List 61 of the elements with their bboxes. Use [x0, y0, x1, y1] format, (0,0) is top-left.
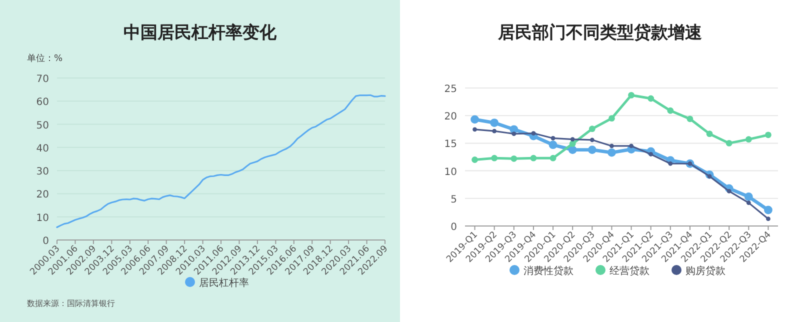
- point: [628, 92, 634, 98]
- point: [530, 154, 537, 162]
- point: [608, 148, 616, 157]
- y-tick-label: 15: [444, 139, 457, 150]
- legend-label: 消费性贷款: [524, 265, 574, 277]
- point: [706, 130, 713, 138]
- point: [648, 152, 654, 156]
- point: [568, 146, 577, 154]
- point: [667, 107, 674, 114]
- point: [744, 192, 753, 201]
- point: [648, 95, 654, 102]
- y-tick-label: 0: [450, 222, 457, 233]
- point: [686, 116, 694, 122]
- point: [726, 140, 732, 146]
- point: [765, 132, 772, 138]
- y-tick-label: 10: [36, 212, 49, 224]
- point: [550, 136, 556, 140]
- point: [726, 189, 732, 194]
- legend-label: 经营贷款: [610, 265, 650, 277]
- point: [472, 127, 477, 132]
- point: [548, 140, 558, 150]
- point: [491, 154, 498, 162]
- point: [510, 155, 518, 162]
- point: [588, 126, 596, 132]
- legend-label: 购房贷款: [686, 265, 726, 277]
- point: [531, 131, 536, 136]
- source-note: 数据来源：国际清算银行: [27, 299, 115, 308]
- point: [492, 128, 497, 134]
- chart-title: 中国居民杠杆率变化: [124, 23, 278, 43]
- y-tick-label: 5: [450, 194, 457, 206]
- point: [629, 144, 634, 148]
- point: [569, 140, 576, 147]
- y-tick-label: 10: [444, 166, 457, 178]
- point: [746, 200, 751, 206]
- point: [550, 154, 556, 162]
- y-tick-label: 70: [36, 74, 49, 85]
- point: [588, 146, 596, 154]
- line-series: [56, 94, 386, 228]
- y-tick-label: 0: [42, 236, 49, 247]
- point: [764, 206, 772, 214]
- y-tick-label: 60: [36, 97, 49, 108]
- y-tick-label: 20: [444, 112, 457, 123]
- point: [745, 136, 752, 143]
- point: [490, 118, 499, 127]
- point: [608, 115, 615, 122]
- point: [470, 115, 479, 124]
- point: [590, 138, 594, 142]
- legend-label: 居民杠杆率: [199, 277, 249, 289]
- point: [570, 137, 575, 142]
- point: [512, 132, 516, 136]
- chart-title: 居民部门不同类型贷款增速: [497, 23, 702, 43]
- y-tick-label: 40: [36, 143, 49, 154]
- y-tick-label: 50: [36, 120, 49, 132]
- point: [766, 216, 770, 222]
- point: [472, 156, 478, 163]
- point: [668, 161, 673, 166]
- y-axis-title: 单位：%: [27, 53, 63, 64]
- point: [610, 144, 614, 148]
- y-tick-label: 20: [36, 190, 49, 201]
- y-tick-label: 25: [444, 84, 457, 95]
- y-tick-label: 30: [36, 166, 49, 178]
